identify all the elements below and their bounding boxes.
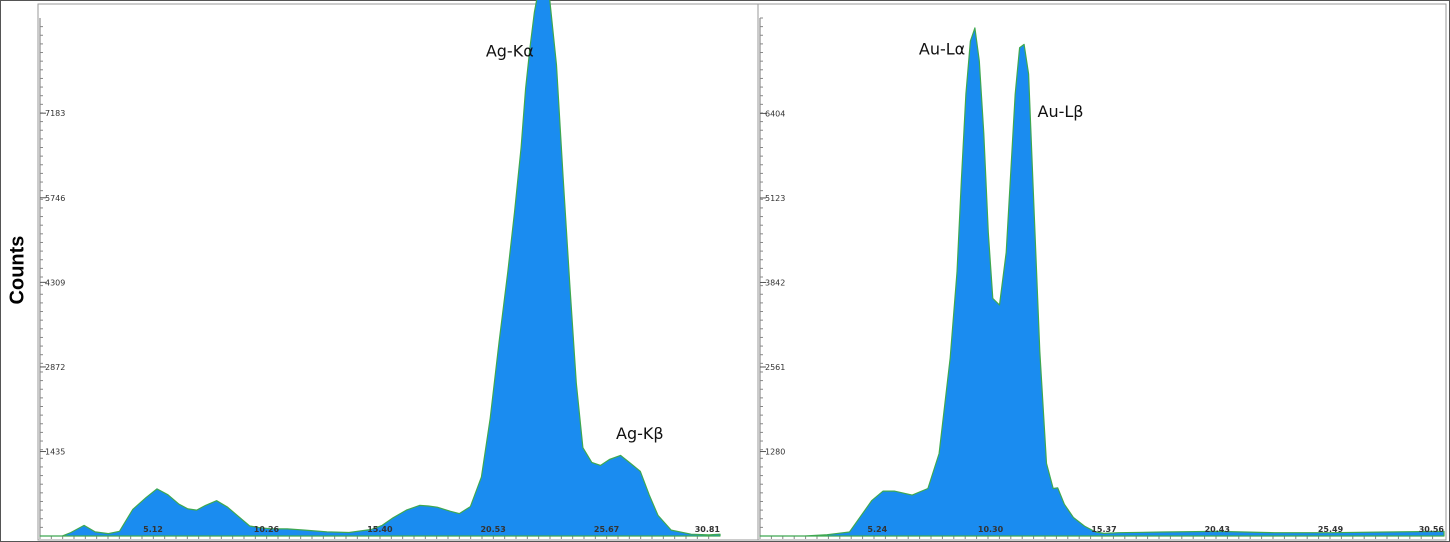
- panel-frame: [37, 3, 760, 541]
- spectrum-panel-2: 1280 2561 3842 5123 6404 5.24 10.30 15.37 20.43 2…: [757, 3, 1447, 541]
- x-tick-label: 20.43: [1205, 525, 1230, 534]
- x-tick-label: 30.56: [1419, 525, 1445, 534]
- y-tick-label: 2872: [45, 363, 65, 372]
- y-tick-label: 5746: [45, 194, 65, 203]
- y-tick-label: 5123: [765, 194, 785, 203]
- x-tick-label: 5.12: [143, 525, 163, 534]
- x-tick-label: 25.49: [1318, 525, 1344, 534]
- x-tick-label: 30.81: [695, 525, 721, 534]
- y-tick-label: 3842: [765, 278, 785, 287]
- x-tick-label: 20.53: [480, 525, 505, 534]
- peak-annotation: Ag-Kβ: [616, 424, 664, 443]
- spectrum-area: [39, 0, 721, 537]
- x-tick-label: 5.24: [867, 525, 887, 534]
- y-tick-label: 4309: [45, 278, 65, 287]
- spectrum-area: [759, 27, 1445, 537]
- panel-frame: [757, 3, 1447, 541]
- peak-annotation: Au-Lβ: [1038, 102, 1084, 121]
- y-tick-label: 1280: [765, 448, 785, 457]
- x-tick-label: 10.26: [254, 525, 280, 534]
- y-tick-label: 6404: [765, 109, 785, 118]
- peak-annotation: Ag-Kα: [486, 41, 534, 60]
- peak-annotation: Au-Lα: [919, 39, 965, 58]
- x-tick-label: 15.37: [1091, 525, 1116, 534]
- x-tick-label: 25.67: [594, 525, 619, 534]
- y-tick-label: 2561: [765, 363, 785, 372]
- x-tick-label: 15.40: [367, 525, 393, 534]
- y-tick-label: 1435: [45, 448, 65, 457]
- x-tick-label: 10.30: [978, 525, 1004, 534]
- y-tick-label: 7183: [45, 109, 65, 118]
- spectrum-panel-1: 1435 2872 4309 5746 7183 5.12 10.26 15.40 20.53 2…: [37, 0, 760, 541]
